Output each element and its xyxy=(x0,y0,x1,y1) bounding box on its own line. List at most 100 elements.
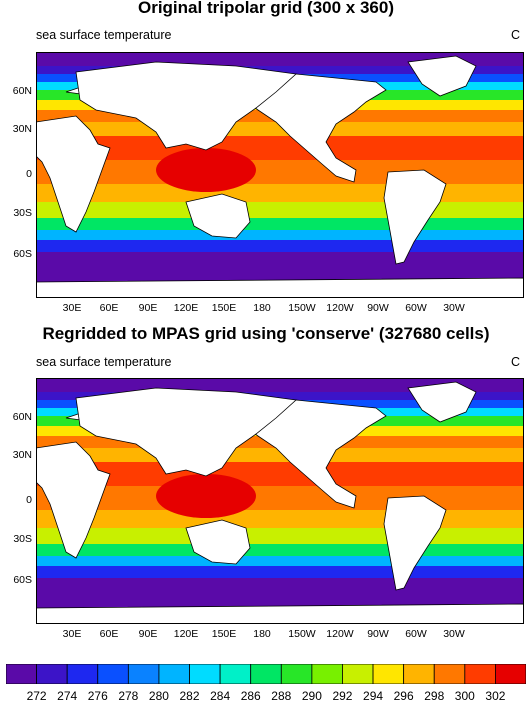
panel-1-title: Original tripolar grid (300 x 360) xyxy=(137,0,395,17)
panel-1-lat-tick-label: 0 xyxy=(26,168,32,180)
panel-2-lat-tick-label: 0 xyxy=(26,494,32,506)
panel-2-lon-tick-label: 150W xyxy=(288,628,316,640)
colorbar-tick-label: 288 xyxy=(271,689,292,703)
panel-1-lat-tick-label: 30N xyxy=(12,123,32,135)
panel-2-land-3 xyxy=(75,387,297,477)
panel-2-lat-tick-label: 60N xyxy=(12,411,32,423)
panel-1-sst-band xyxy=(36,136,524,160)
colorbar-swatch xyxy=(36,664,68,684)
colorbar xyxy=(6,664,526,684)
colorbar-swatch xyxy=(250,664,282,684)
panel-1-lon-tick-label: 120E xyxy=(173,302,199,314)
colorbar-tick-label: 284 xyxy=(210,689,231,703)
panel-1-map xyxy=(36,52,524,298)
panel-1-sst-band xyxy=(36,160,524,184)
colorbar-swatch xyxy=(464,664,496,684)
panel-2-lon-tick-label: 30W xyxy=(443,628,465,640)
colorbar-tick-label: 300 xyxy=(454,689,475,703)
colorbar-swatch xyxy=(372,664,405,684)
colorbar-tick-label: 302 xyxy=(485,689,506,703)
colorbar-swatch xyxy=(495,664,526,684)
sst-map-original xyxy=(36,52,524,298)
panel-2-variable-label: sea surface temperature xyxy=(36,355,172,369)
colorbar-tick-label: 274 xyxy=(57,689,78,703)
panel-1-lon-tick-label: 30E xyxy=(62,302,82,314)
panel-2-map-frame xyxy=(36,378,524,624)
colorbar-tick-label: 296 xyxy=(393,689,414,703)
panel-2-land-1 xyxy=(383,495,447,591)
panel-1-lat-tick-label: 60N xyxy=(12,85,32,97)
panel-2-lon-tick-label: 180 xyxy=(253,628,271,640)
panel-1-land-6 xyxy=(36,277,524,298)
colorbar-tick-label: 290 xyxy=(301,689,322,703)
panel-1-land-3 xyxy=(75,61,297,151)
panel-1-lon-tick-label: 30W xyxy=(443,302,465,314)
colorbar-tick-label: 272 xyxy=(26,689,47,703)
panel-2-lat-tick-label: 30S xyxy=(13,533,32,545)
panel-1-units-label: C xyxy=(510,28,520,42)
panel-2-sst-band xyxy=(36,544,524,556)
panel-2-lon-tick-label: 120W xyxy=(326,628,354,640)
panel-2-sst-band xyxy=(36,486,524,510)
colorbar-swatch xyxy=(66,664,99,684)
panel-2-lat-tick-label: 60S xyxy=(13,574,32,586)
colorbar-swatch xyxy=(127,664,160,684)
panel-1-land-1 xyxy=(383,169,447,265)
panel-2-lon-tick-label: 30E xyxy=(62,628,82,640)
colorbar-swatch xyxy=(342,664,374,684)
panel-1-lat-tick-label: 30S xyxy=(13,207,32,219)
panel-2-sst-band xyxy=(36,510,524,528)
colorbar-tick-label: 286 xyxy=(240,689,261,703)
colorbar-swatch xyxy=(311,664,343,684)
colorbar-swatch xyxy=(189,664,221,684)
colorbar-swatch xyxy=(403,664,435,684)
panel-2-land-2 xyxy=(36,441,111,559)
panel-1-lon-tick-label: 150E xyxy=(211,302,237,314)
panel-2-land-6 xyxy=(36,603,524,624)
panel-1-lon-tick-label: 90W xyxy=(367,302,389,314)
colorbar-tick-label: 292 xyxy=(332,689,353,703)
panel-2-lon-tick-label: 90W xyxy=(367,628,389,640)
colorbar-tick-label: 282 xyxy=(179,689,200,703)
panel-2-sst-band xyxy=(36,462,524,486)
panel-2-sst-band xyxy=(36,392,524,400)
colorbar-swatch xyxy=(97,664,129,684)
panel-2-lon-tick-label: 150E xyxy=(211,628,237,640)
panel-2-sst-band xyxy=(36,556,524,566)
panel-2-sst-band xyxy=(36,566,524,578)
panel-2-lon-tick-label: 60W xyxy=(405,628,427,640)
panel-1-lon-tick-label: 90E xyxy=(138,302,158,314)
panel-1-sst-band xyxy=(36,202,524,218)
colorbar-swatch xyxy=(219,664,252,684)
panel-1-lon-tick-label: 120W xyxy=(326,302,354,314)
panel-1-land-5 xyxy=(407,55,477,97)
panel-1-lon-tick-label: 60E xyxy=(99,302,119,314)
colorbar-tick-label: 294 xyxy=(363,689,384,703)
panel-2-title: Regridded to MPAS grid using 'conserve' … xyxy=(42,324,490,343)
panel-1-land-2 xyxy=(36,115,111,233)
colorbar-swatch xyxy=(158,664,190,684)
panel-2-units-label: C xyxy=(510,355,520,369)
panel-2-lat-tick-label: 30N xyxy=(12,449,32,461)
panel-1-lon-tick-label: 150W xyxy=(288,302,316,314)
panel-2-land-4 xyxy=(185,519,251,565)
panel-1-sst-band xyxy=(36,66,524,74)
colorbar-tick-label: 276 xyxy=(87,689,108,703)
colorbar-tick-label: 278 xyxy=(118,689,139,703)
panel-1-warm-pool xyxy=(156,148,256,192)
sst-map-regridded xyxy=(36,378,524,624)
colorbar-swatch xyxy=(433,664,466,684)
panel-1-sst-band xyxy=(36,240,524,252)
panel-2-land-5 xyxy=(407,381,477,423)
colorbar-swatch xyxy=(280,664,313,684)
panel-1-sst-band xyxy=(36,218,524,230)
colorbar-tick-label: 280 xyxy=(148,689,169,703)
panel-2-warm-pool xyxy=(156,474,256,518)
panel-1-map-frame xyxy=(36,52,524,298)
panel-1-land-4 xyxy=(185,193,251,239)
panel-2-sst-band xyxy=(36,528,524,544)
panel-2-lon-tick-label: 60E xyxy=(99,628,119,640)
panel-1-sst-band xyxy=(36,184,524,202)
panel-1-lat-tick-label: 60S xyxy=(13,248,32,260)
colorbar-tick-label: 298 xyxy=(424,689,445,703)
